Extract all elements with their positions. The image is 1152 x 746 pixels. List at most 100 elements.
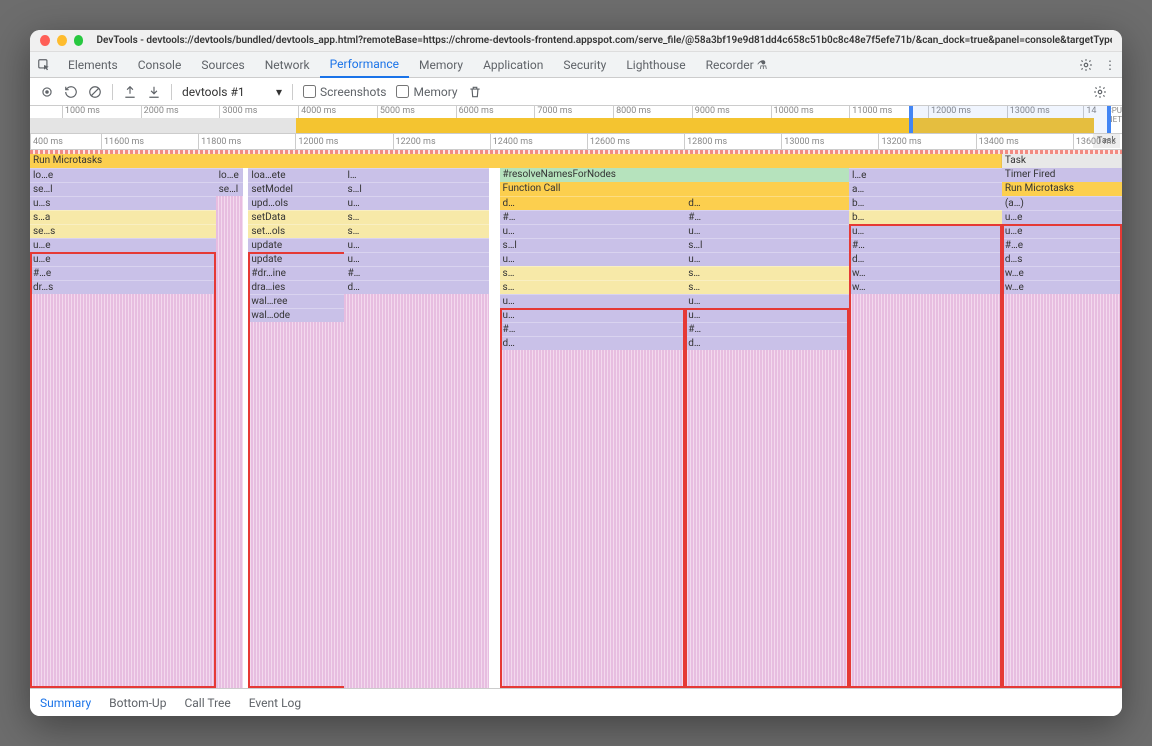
details-tab-bottom-up[interactable]: Bottom-Up	[109, 696, 166, 710]
flame-segment[interactable]: lo…e	[30, 168, 216, 182]
flame-segment[interactable]: se…s	[30, 224, 216, 238]
profile-dropdown[interactable]: devtools #1▾	[182, 85, 282, 99]
flame-segment[interactable]: Task	[1002, 154, 1122, 168]
tab-performance[interactable]: Performance	[320, 53, 409, 78]
flame-segment[interactable]: d…	[500, 196, 686, 210]
flame-segment[interactable]: #…	[500, 210, 686, 224]
flame-segment[interactable]: u…	[685, 224, 849, 238]
flame-segment[interactable]: d…	[344, 280, 488, 294]
flame-segment[interactable]: u…e	[1002, 224, 1122, 238]
selection-handle-left[interactable]	[909, 106, 913, 133]
flame-segment[interactable]: u…s	[30, 196, 216, 210]
tab-application[interactable]: Application	[473, 52, 553, 77]
flame-segment[interactable]: d…	[685, 196, 849, 210]
flame-segment[interactable]: d…	[849, 252, 1002, 266]
flame-segment[interactable]: u…	[685, 294, 849, 308]
trash-button[interactable]	[468, 84, 482, 99]
details-tab-event-log[interactable]: Event Log	[249, 696, 301, 710]
flame-deep-stack[interactable]	[344, 294, 488, 688]
tab-memory[interactable]: Memory	[409, 52, 473, 77]
flame-segment[interactable]: s…	[685, 280, 849, 294]
flame-segment[interactable]: d…	[685, 336, 849, 350]
inspect-icon[interactable]	[30, 57, 58, 72]
flame-deep-stack[interactable]	[849, 294, 1002, 688]
flame-segment[interactable]: #…	[685, 210, 849, 224]
flame-segment[interactable]: u…	[344, 252, 488, 266]
details-tab-summary[interactable]: Summary	[40, 696, 91, 710]
flame-segment[interactable]: #…e	[30, 266, 216, 280]
overview-selection[interactable]	[909, 106, 1111, 133]
tab-network[interactable]: Network	[255, 52, 320, 77]
upload-button[interactable]	[123, 84, 137, 99]
more-menu-icon[interactable]: ⋮	[1098, 58, 1122, 72]
flame-segment[interactable]: u…	[500, 294, 686, 308]
flame-deep-stack[interactable]	[216, 196, 243, 688]
flame-segment[interactable]: u…	[500, 308, 686, 322]
flame-segment[interactable]: #…	[344, 266, 488, 280]
flame-segment[interactable]: s…	[344, 210, 488, 224]
flame-segment[interactable]: #…e	[1002, 238, 1122, 252]
flame-segment[interactable]: u…	[344, 238, 488, 252]
zoom-traffic-light[interactable]	[74, 35, 84, 46]
download-button[interactable]	[147, 84, 161, 99]
flame-segment[interactable]: lo…e	[216, 168, 243, 182]
flame-segment[interactable]: s…	[500, 280, 686, 294]
flame-deep-stack[interactable]	[500, 350, 686, 688]
flame-segment[interactable]: Run Microtasks	[30, 154, 1002, 168]
tab-recorder[interactable]: Recorder ⚗	[696, 52, 778, 77]
selection-handle-right[interactable]	[1107, 106, 1111, 133]
flame-segment[interactable]: u…	[344, 196, 488, 210]
flame-segment[interactable]: u…	[500, 224, 686, 238]
flame-segment[interactable]: w…e	[1002, 266, 1122, 280]
flame-segment[interactable]: s…l	[685, 238, 849, 252]
flame-segment[interactable]: u…	[849, 224, 1002, 238]
flame-segment[interactable]: w…	[849, 280, 1002, 294]
flame-segment[interactable]: u…e	[1002, 210, 1122, 224]
flame-deep-stack[interactable]	[1002, 294, 1122, 688]
tab-lighthouse[interactable]: Lighthouse	[616, 52, 695, 77]
flame-segment[interactable]: Run Microtasks	[1002, 182, 1122, 196]
flame-segment[interactable]: #…	[685, 322, 849, 336]
screenshots-checkbox[interactable]: Screenshots	[303, 85, 386, 99]
overview[interactable]: 1000 ms2000 ms3000 ms4000 ms5000 ms6000 …	[30, 106, 1122, 134]
flame-segment[interactable]: d…	[500, 336, 686, 350]
flame-deep-stack[interactable]	[30, 294, 216, 688]
flame-segment[interactable]: u…e	[30, 252, 216, 266]
flame-segment[interactable]: l…	[344, 168, 488, 182]
flame-segment[interactable]: s…	[685, 266, 849, 280]
flame-segment[interactable]: se…l	[216, 182, 243, 196]
settings-gear-icon[interactable]	[1074, 57, 1098, 72]
flame-segment[interactable]: s…	[500, 266, 686, 280]
memory-checkbox[interactable]: Memory	[396, 85, 457, 99]
flame-segment[interactable]: d…s	[1002, 252, 1122, 266]
reload-button[interactable]	[64, 84, 78, 99]
flame-segment[interactable]: b…	[849, 196, 1002, 210]
flame-segment[interactable]: u…e	[30, 238, 216, 252]
flame-segment[interactable]: #…	[500, 322, 686, 336]
tab-console[interactable]: Console	[128, 52, 192, 77]
minimize-traffic-light[interactable]	[57, 35, 67, 46]
flame-segment[interactable]: s…a	[30, 210, 216, 224]
tab-security[interactable]: Security	[553, 52, 616, 77]
flame-deep-stack[interactable]	[685, 350, 849, 688]
flame-segment[interactable]: dr…s	[30, 280, 216, 294]
capture-settings-gear-icon[interactable]	[1088, 84, 1112, 99]
flame-segment[interactable]: (a…)	[1002, 196, 1122, 210]
flame-segment[interactable]: Timer Fired	[1002, 168, 1122, 182]
record-button[interactable]	[40, 84, 54, 99]
details-tab-call-tree[interactable]: Call Tree	[184, 696, 230, 710]
clear-button[interactable]	[88, 84, 102, 99]
flame-segment[interactable]: s…	[344, 224, 488, 238]
flame-segment[interactable]: u…	[685, 252, 849, 266]
tab-elements[interactable]: Elements	[58, 52, 128, 77]
flame-segment[interactable]: Function Call	[500, 182, 849, 196]
flame-segment[interactable]: #resolveNamesForNodes	[500, 168, 849, 182]
flame-segment[interactable]: w…	[849, 266, 1002, 280]
tab-sources[interactable]: Sources	[191, 52, 254, 77]
flame-segment[interactable]: s…l	[344, 182, 488, 196]
flame-segment[interactable]: a…	[849, 182, 1002, 196]
close-traffic-light[interactable]	[40, 35, 50, 46]
flame-segment[interactable]: u…	[500, 252, 686, 266]
flame-segment[interactable]: se…l	[30, 182, 216, 196]
flame-segment[interactable]: s…l	[500, 238, 686, 252]
